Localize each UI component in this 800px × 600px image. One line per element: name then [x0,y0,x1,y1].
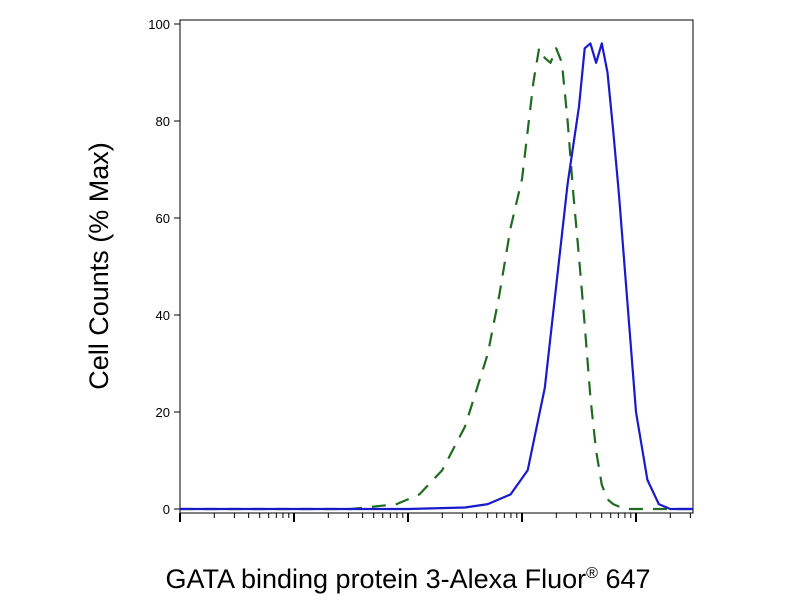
y-axis-ticks: 0 20 40 60 80 100 [148,17,180,517]
x-axis-ticks [179,513,691,522]
y-tick-label: 80 [156,114,170,129]
y-tick-label: 0 [163,502,170,517]
y-tick-label: 20 [156,405,170,420]
plot-frame [179,19,694,514]
y-axis-title: Cell Counts (% Max) [84,142,114,390]
solid-histogram-line [180,42,693,511]
x-axis-title: GATA binding protein 3-Alexa Fluor® 647 [165,564,650,594]
x-axis-title-suffix: 647 [598,564,651,594]
x-axis-title-superscript: ® [586,565,598,582]
y-tick-label: 40 [156,308,170,323]
series-layer [180,42,693,511]
x-axis-title-main: GATA binding protein 3-Alexa Fluor [165,564,586,594]
dashed-histogram-line [180,47,693,511]
y-tick-label: 60 [156,211,170,226]
y-tick-label: 100 [148,17,170,32]
